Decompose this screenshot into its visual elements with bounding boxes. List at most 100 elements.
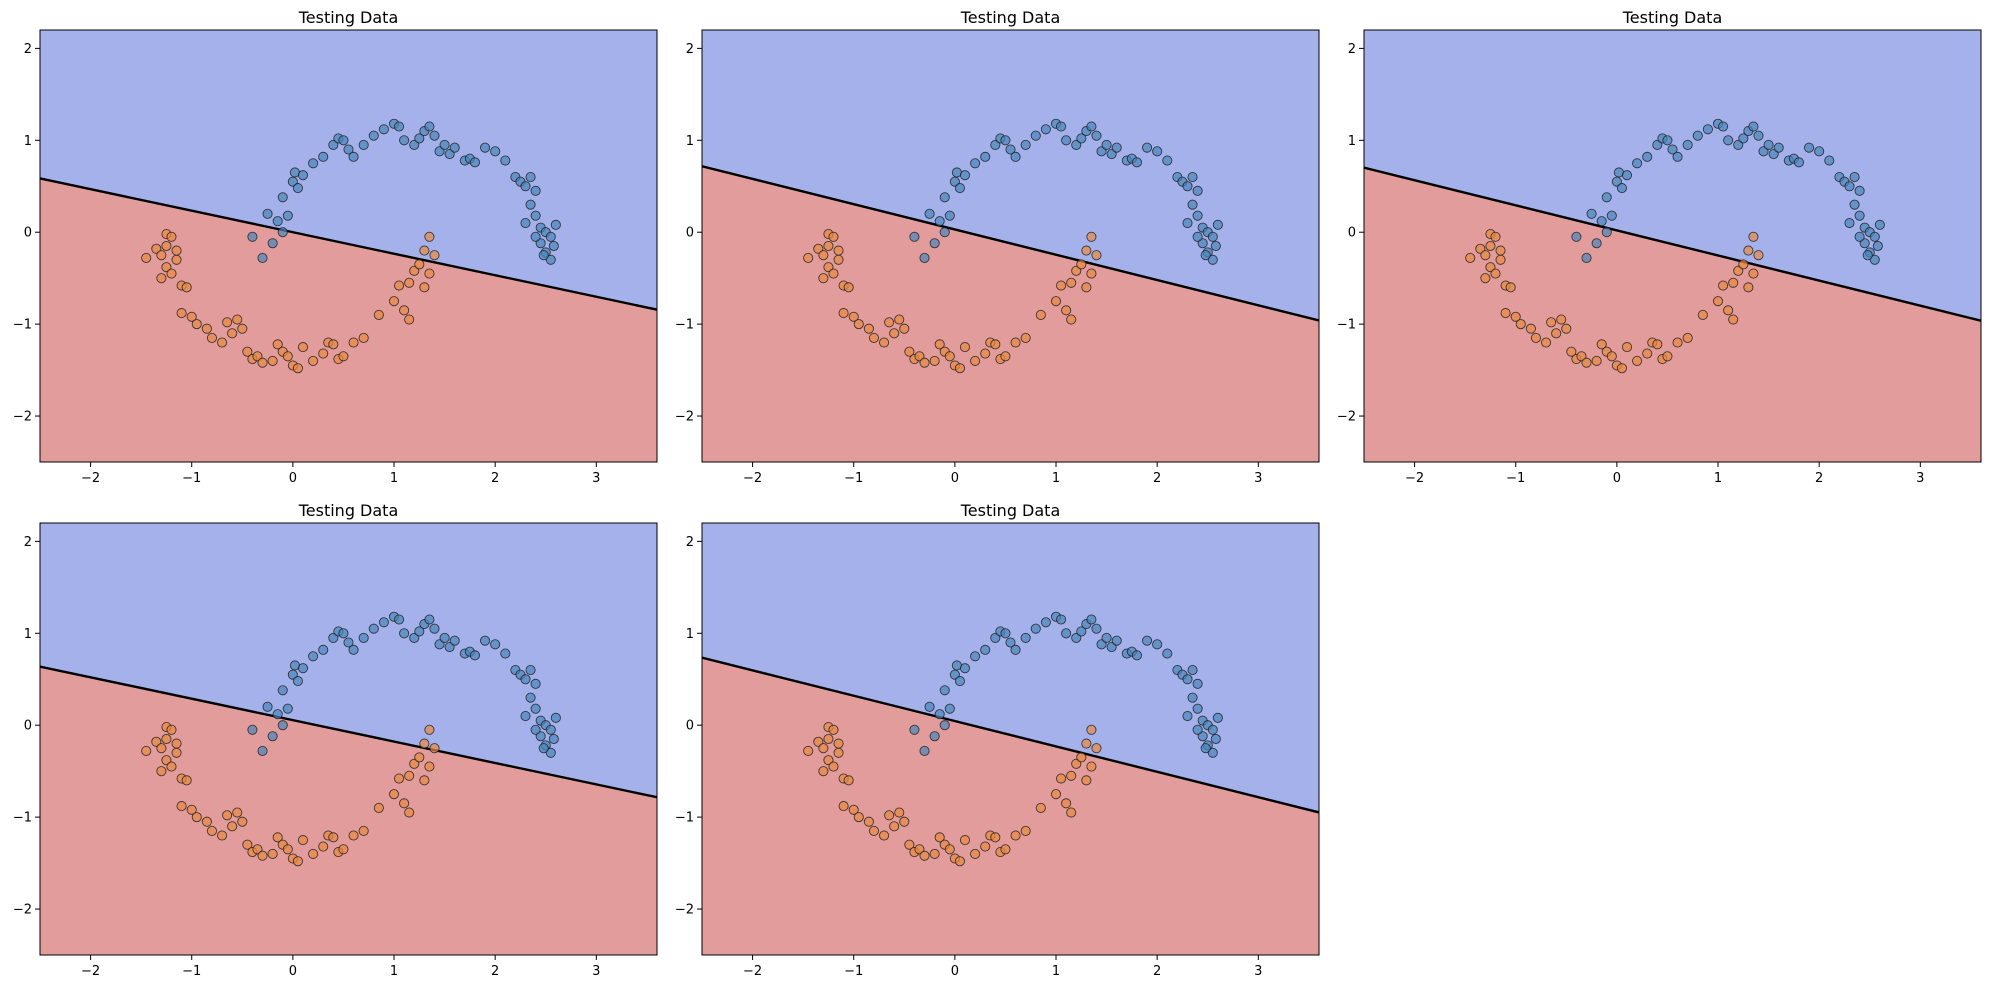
point-class-0 <box>1616 183 1627 194</box>
point-class-0 <box>1571 231 1582 242</box>
point-class-0 <box>1672 151 1683 162</box>
point-class-0 <box>1210 733 1221 745</box>
point-class-0 <box>959 170 971 181</box>
decision-boundary <box>702 656 1319 814</box>
point-class-0 <box>1182 181 1193 192</box>
x-tick-label: 2 <box>1153 471 1161 486</box>
point-class-1 <box>1490 268 1501 279</box>
point-class-0 <box>520 217 531 229</box>
point-class-0 <box>924 701 935 712</box>
point-class-1 <box>308 848 319 859</box>
subplot-title: Testing Data <box>960 8 1061 27</box>
point-class-0 <box>1718 121 1729 132</box>
point-class-1 <box>1010 337 1021 348</box>
point-class-1 <box>818 766 829 777</box>
point-class-0 <box>1849 199 1860 210</box>
point-class-0 <box>1803 142 1815 153</box>
plot-area <box>702 523 1319 955</box>
subplot-2: Testing Data −2 −1 0 1 2 3 −2 −1 0 1 2 <box>675 8 1320 486</box>
y-tick-label: 1 <box>686 134 694 149</box>
point-class-1 <box>1010 830 1021 841</box>
point-class-0 <box>530 231 541 242</box>
point-class-1 <box>929 355 940 366</box>
point-class-0 <box>394 614 405 625</box>
point-class-1 <box>1081 738 1092 749</box>
point-class-0 <box>1131 650 1142 661</box>
point-class-1 <box>161 240 172 252</box>
point-class-1 <box>833 747 844 758</box>
x-tick-label: 1 <box>390 964 398 979</box>
point-class-1 <box>1662 351 1673 362</box>
point-class-1 <box>1728 314 1739 325</box>
point-class-0 <box>545 254 556 265</box>
point-class-1 <box>171 245 182 256</box>
point-class-0 <box>548 240 559 252</box>
point-class-0 <box>530 703 541 714</box>
point-class-1 <box>838 308 849 319</box>
x-tick-label: 2 <box>1815 471 1823 486</box>
point-class-1 <box>803 252 814 263</box>
point-class-1 <box>257 850 268 861</box>
point-class-0 <box>1061 135 1072 146</box>
point-class-0 <box>1020 139 1031 150</box>
point-class-1 <box>970 848 981 859</box>
point-class-0 <box>1824 155 1835 166</box>
point-class-0 <box>358 139 369 150</box>
point-class-0 <box>1632 158 1643 169</box>
point-class-1 <box>318 348 329 359</box>
point-class-0 <box>1207 724 1218 735</box>
point-class-1 <box>328 832 339 843</box>
x-tick-label: 3 <box>592 964 600 979</box>
point-class-1 <box>1672 337 1683 348</box>
point-class-0 <box>348 644 359 655</box>
point-class-0 <box>1101 632 1112 643</box>
point-class-0 <box>1192 724 1203 735</box>
point-class-0 <box>1162 155 1173 166</box>
point-class-1 <box>429 743 440 754</box>
y-tick-label: 0 <box>1348 226 1356 241</box>
point-class-1 <box>419 282 430 293</box>
x-tick-label: 1 <box>1052 964 1060 979</box>
point-class-0 <box>1682 139 1693 150</box>
point-class-1 <box>1591 355 1602 366</box>
point-class-1 <box>394 280 405 291</box>
point-class-1 <box>166 231 177 242</box>
point-class-0 <box>919 745 930 756</box>
point-class-0 <box>550 712 561 723</box>
point-class-1 <box>959 342 971 353</box>
point-class-1 <box>1530 332 1542 343</box>
point-class-1 <box>944 844 955 855</box>
point-class-0 <box>1131 157 1142 168</box>
point-class-1 <box>171 254 182 265</box>
point-class-1 <box>959 835 971 846</box>
x-tick-label: 2 <box>491 471 499 486</box>
point-class-0 <box>1056 121 1067 132</box>
point-class-0 <box>282 210 293 221</box>
point-class-1 <box>1596 339 1607 350</box>
y-tick-label: −1 <box>13 811 32 826</box>
point-class-1 <box>828 761 839 772</box>
point-class-1 <box>1081 282 1092 293</box>
point-class-1 <box>348 337 359 348</box>
y-tick-label: 1 <box>1348 134 1356 149</box>
y-tick-label: −2 <box>675 903 694 918</box>
point-class-1 <box>823 733 834 745</box>
point-class-0 <box>318 151 329 162</box>
point-class-1 <box>156 743 167 754</box>
point-class-0 <box>308 651 319 662</box>
point-class-1 <box>803 745 814 756</box>
point-class-1 <box>297 835 309 846</box>
point-class-1 <box>257 357 268 368</box>
point-class-1 <box>404 277 415 288</box>
point-class-1 <box>1035 309 1046 320</box>
point-class-0 <box>338 135 349 146</box>
point-class-1 <box>1086 761 1097 772</box>
point-class-1 <box>853 319 864 330</box>
decision-boundary <box>40 665 657 799</box>
point-class-0 <box>1005 144 1016 155</box>
point-class-0 <box>257 745 268 756</box>
subplot-1: Testing Data −2 −1 0 1 2 3 −2 −1 0 1 2 <box>13 8 658 486</box>
point-class-1 <box>1510 311 1521 322</box>
point-class-1 <box>1020 332 1031 343</box>
